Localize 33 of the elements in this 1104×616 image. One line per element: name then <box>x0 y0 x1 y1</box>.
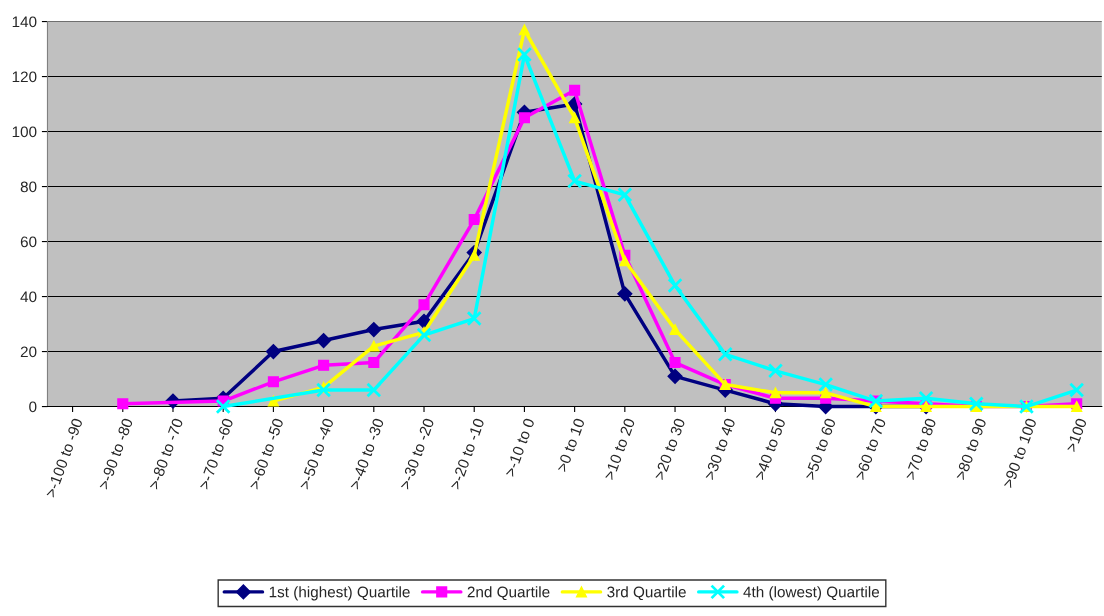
x-tick-label: >40 to 50 <box>754 417 786 481</box>
legend-label: 1st (highest) Quartile <box>269 586 410 601</box>
x-tick-label: >90 to 100 <box>1002 417 1037 489</box>
y-tick-label: 40 <box>20 291 37 303</box>
x-tick-label: >50 to 60 <box>804 417 836 481</box>
y-tick-label: 20 <box>20 346 37 358</box>
x-tick-label: >60 to 70 <box>854 417 887 481</box>
legend-label: 3rd Quartile <box>607 586 686 601</box>
y-tick-label: 0 <box>29 401 37 413</box>
y-tick-label: 80 <box>20 181 37 193</box>
x-tick-label: >10 to 20 <box>603 417 636 481</box>
x-tick-label: >0 to 10 <box>556 417 585 473</box>
x-tick-label: >80 to 90 <box>954 417 987 481</box>
x-tick-label: >-90 to -80 <box>98 417 134 490</box>
x-tick-label: >100 <box>1065 417 1088 453</box>
x-tick-label: >20 to 30 <box>653 417 686 481</box>
x-tick-label: >70 to 80 <box>904 417 937 481</box>
x-tick-label: >-40 to -30 <box>349 417 385 490</box>
x-tick-label: >-60 to -50 <box>248 417 284 490</box>
y-tick-label: 120 <box>12 71 37 83</box>
x-tick-label: >-80 to -70 <box>148 417 184 490</box>
y-tick-label: 100 <box>12 126 37 138</box>
x-tick-label: >-30 to -20 <box>399 417 435 490</box>
legend-label: 2nd Quartile <box>467 586 550 601</box>
x-tick-label: >-50 to -40 <box>298 417 334 490</box>
y-tick-label: 140 <box>12 16 37 28</box>
x-tick-label: >30 to 40 <box>703 417 736 481</box>
x-tick-label: >-100 to -90 <box>44 417 83 498</box>
x-tick-label: >-10 to 0 <box>504 417 535 478</box>
y-tick-label: 60 <box>20 236 37 248</box>
x-tick-label: >-20 to -10 <box>449 417 485 490</box>
legend-label: 4th (lowest) Quartile <box>743 586 880 601</box>
x-tick-label: >-70 to -60 <box>198 417 234 490</box>
